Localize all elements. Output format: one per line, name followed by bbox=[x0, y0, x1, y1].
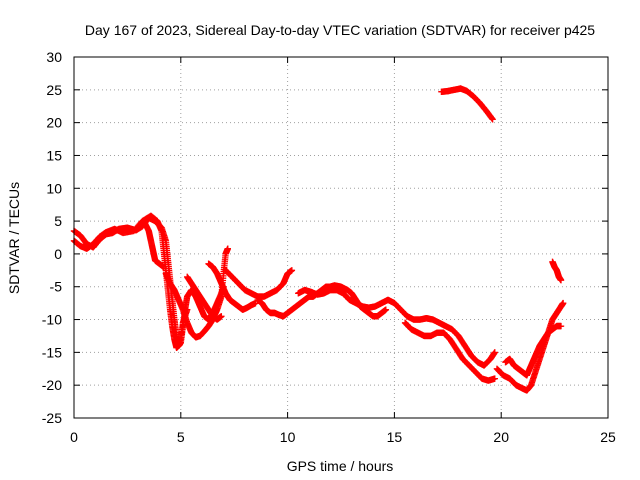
series-track-k bbox=[438, 85, 496, 123]
y-tick-label: -15 bbox=[42, 344, 62, 360]
data-point bbox=[218, 313, 225, 320]
y-tick-label: 30 bbox=[46, 49, 62, 65]
data-point bbox=[224, 245, 231, 252]
x-tick-label: 25 bbox=[600, 429, 616, 445]
y-tick-label: 20 bbox=[46, 115, 62, 131]
data-point bbox=[382, 306, 390, 313]
series-track-g bbox=[222, 267, 296, 300]
x-axis-label: GPS time / hours bbox=[287, 458, 394, 474]
series-track-e bbox=[184, 273, 225, 323]
data-point bbox=[491, 349, 498, 356]
y-tick-labels: -25 -20 -15 -10 -5 0 5 10 15 20 25 30 bbox=[42, 49, 62, 426]
data-points bbox=[70, 85, 567, 394]
series-track-b bbox=[70, 212, 191, 351]
axis-ticks bbox=[73, 56, 609, 419]
y-axis-label: SDTVAR / TECUs bbox=[6, 182, 22, 294]
x-tick-label: 0 bbox=[70, 429, 78, 445]
grid-lines bbox=[74, 57, 608, 418]
chart-title: Day 167 of 2023, Sidereal Day-to-day VTE… bbox=[85, 22, 595, 38]
x-tick-label: 15 bbox=[387, 429, 403, 445]
y-tick-label: 15 bbox=[46, 147, 62, 163]
x-tick-labels: 0 5 10 15 20 25 bbox=[70, 429, 616, 445]
x-tick-label: 5 bbox=[177, 429, 185, 445]
data-point bbox=[559, 299, 567, 307]
y-tick-label: 5 bbox=[54, 213, 62, 229]
y-tick-label: 0 bbox=[54, 246, 62, 262]
series-track-c bbox=[141, 219, 167, 271]
y-tick-label: -20 bbox=[42, 377, 62, 393]
y-tick-label: 10 bbox=[46, 180, 62, 196]
series-track-i bbox=[295, 286, 498, 369]
y-tick-label: 25 bbox=[46, 82, 62, 98]
data-point bbox=[160, 263, 167, 271]
series-track-f bbox=[205, 260, 259, 313]
x-tick-label: 10 bbox=[280, 429, 296, 445]
data-point bbox=[288, 267, 296, 274]
series-track-j bbox=[401, 319, 498, 384]
x-tick-label: 20 bbox=[493, 429, 509, 445]
data-point bbox=[491, 375, 498, 382]
y-tick-label: -5 bbox=[50, 279, 63, 295]
series-track-n bbox=[549, 258, 565, 284]
data-point bbox=[489, 116, 496, 123]
plot-frame bbox=[73, 56, 609, 419]
series-track-l bbox=[493, 299, 567, 394]
y-tick-label: -25 bbox=[42, 410, 62, 426]
series-track-m bbox=[502, 322, 565, 379]
y-tick-label: -10 bbox=[42, 312, 62, 328]
data-point bbox=[557, 276, 565, 284]
data-point bbox=[557, 322, 565, 330]
